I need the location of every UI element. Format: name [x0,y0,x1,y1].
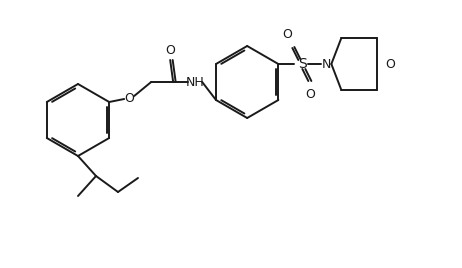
Text: O: O [124,91,134,105]
Text: S: S [298,57,307,71]
Text: NH: NH [186,76,205,88]
Text: O: O [385,58,395,70]
Text: O: O [305,88,315,102]
Text: O: O [165,44,175,58]
Text: O: O [282,28,292,42]
Text: N: N [322,58,331,70]
